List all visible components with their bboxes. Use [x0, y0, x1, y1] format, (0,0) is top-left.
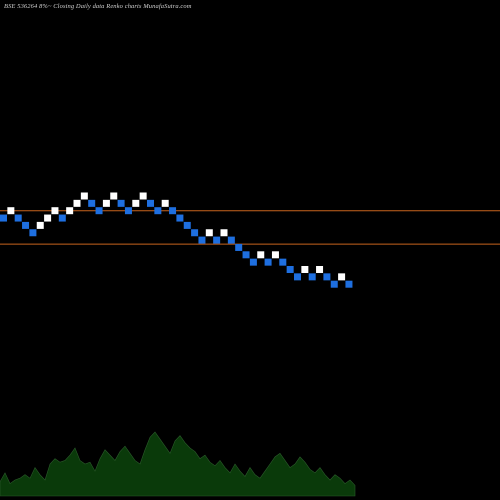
brick-up — [36, 221, 44, 229]
brick-down — [88, 199, 96, 207]
brick-up — [161, 199, 169, 207]
brick-down — [279, 258, 287, 266]
chart-title: BSE 536264 8%~ Closing Daily data Renko … — [4, 3, 192, 10]
brick-down — [286, 266, 294, 273]
brick-down — [22, 221, 30, 229]
brick-up — [110, 192, 118, 200]
brick-down — [249, 258, 257, 266]
brick-up — [257, 251, 265, 259]
brick-up — [66, 207, 74, 215]
brick-up — [80, 192, 88, 200]
brick-up — [220, 229, 228, 237]
brick-down — [183, 221, 191, 229]
brick-up — [73, 199, 81, 207]
brick-down — [235, 243, 243, 251]
brick-down — [213, 236, 221, 244]
brick-down — [95, 207, 103, 215]
brick-down — [294, 273, 301, 281]
brick-up — [139, 192, 147, 200]
brick-down — [117, 199, 125, 207]
brick-down — [176, 214, 184, 222]
brick-down — [198, 236, 206, 244]
brick-up — [316, 266, 324, 273]
brick-up — [44, 214, 52, 222]
brick-down — [330, 280, 338, 288]
brick-down — [58, 214, 66, 222]
brick-down — [323, 273, 331, 281]
brick-up — [132, 199, 140, 207]
brick-down — [264, 258, 272, 266]
brick-down — [191, 229, 199, 237]
brick-down — [169, 207, 177, 215]
brick-down — [29, 229, 37, 237]
brick-down — [14, 214, 22, 222]
brick-down — [345, 280, 353, 288]
volume-area-path — [0, 431, 356, 497]
volume-area — [0, 431, 356, 497]
brick-down — [308, 273, 316, 281]
brick-up — [301, 266, 309, 273]
brick-down — [227, 236, 235, 244]
brick-up — [205, 229, 213, 237]
brick-down — [242, 251, 250, 259]
brick-down — [0, 214, 7, 222]
brick-up — [102, 199, 110, 207]
brick-down — [154, 207, 162, 215]
brick-down — [147, 199, 154, 207]
reference-lines — [0, 210, 500, 245]
brick-up — [51, 207, 59, 215]
brick-down — [124, 207, 132, 215]
brick-up — [338, 273, 346, 281]
renko-bricks — [0, 192, 353, 288]
brick-up — [271, 251, 279, 259]
brick-up — [7, 207, 15, 215]
